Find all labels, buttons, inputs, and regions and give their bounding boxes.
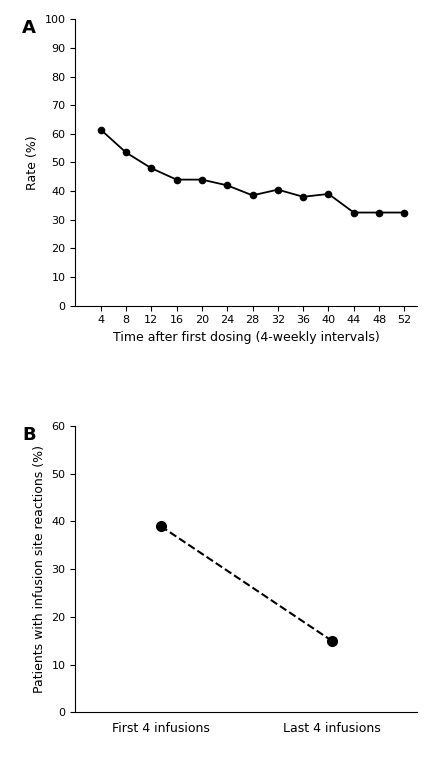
Text: B: B (22, 426, 36, 444)
Y-axis label: Rate (%): Rate (%) (26, 135, 39, 189)
X-axis label: Time after first dosing (4-weekly intervals): Time after first dosing (4-weekly interv… (113, 331, 380, 344)
Y-axis label: Patients with infusion site reactions (%): Patients with infusion site reactions (%… (33, 445, 46, 693)
Text: A: A (22, 19, 36, 37)
